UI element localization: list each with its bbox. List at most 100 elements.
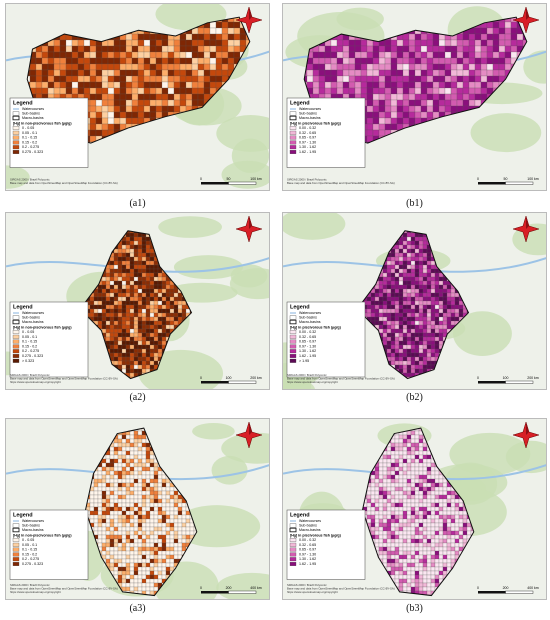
sub-basin [439,10,445,16]
sub-basin [391,4,397,10]
vegetation [523,50,546,84]
sub-basin [117,248,123,254]
sub-basin [161,123,169,131]
sub-basin [107,51,115,59]
sub-basin [283,64,289,70]
sub-basin [258,22,264,28]
sub-basin [245,69,250,77]
sub-basin [10,241,14,245]
sub-basin [38,273,42,277]
sub-basin [42,249,46,253]
sub-basin [238,217,242,221]
sub-basin [132,172,138,178]
legend-title: Legend [290,100,310,106]
sub-basin [234,301,238,305]
sub-basin [131,69,139,77]
sub-basin [215,33,223,41]
sub-basin [541,112,546,118]
sub-basin [462,39,470,47]
sub-basin [192,148,198,154]
sub-basin [397,154,403,160]
sub-basin [396,93,404,101]
sub-basin [258,4,264,10]
sub-basin [173,244,179,250]
sub-basin [209,45,217,53]
sub-basin [191,141,199,144]
sub-basin [396,57,404,65]
sub-basin [252,4,258,10]
sub-basin [101,21,109,29]
legend-class: 1.30 - 1.62 [299,145,316,149]
sub-basin [93,232,99,238]
sub-basin [254,321,258,325]
sub-basin [409,10,415,16]
legend-layer: Watercourses [299,107,321,111]
sub-basin [242,321,246,325]
sub-basin [97,288,103,294]
sub-basin [283,34,289,40]
sub-basin [221,21,229,29]
sub-basin [107,93,115,101]
sub-basin [402,135,410,143]
sub-basin [97,244,103,250]
sub-basin [129,280,135,286]
sub-basin [105,248,111,254]
sub-basin [62,281,66,285]
sub-basin [27,39,31,47]
sub-basin [191,93,199,101]
sub-basin [89,129,97,137]
sub-basin [289,70,295,76]
sub-basin [226,225,230,229]
sub-basin [492,69,500,77]
sub-basin [337,4,343,10]
sub-basin [101,248,107,254]
sub-basin [82,225,86,229]
sub-basin [141,260,147,266]
sub-basin [46,257,50,261]
sub-basin [426,129,434,137]
sub-basin [414,33,422,41]
sub-basin [262,229,266,233]
sub-basin [198,241,202,245]
sub-basin [62,225,66,229]
sub-basin [145,264,151,270]
sub-basin [242,325,246,329]
sub-basin [266,233,269,237]
sub-basin [266,253,269,257]
sub-basin [408,141,416,144]
sub-basin [14,229,18,233]
sub-basin [129,260,135,266]
sub-basin [522,105,527,113]
sub-basin [121,264,127,270]
sub-basin [95,93,103,101]
sub-basin [462,123,470,131]
sub-basin [119,81,127,89]
sub-basin [65,75,73,83]
sub-basin [456,51,464,59]
sub-basin [149,129,157,137]
sub-basin [191,33,199,41]
sub-basin [169,296,175,302]
sub-basin [210,166,216,172]
sub-basin [462,99,470,107]
sub-basin [179,87,187,95]
sub-basin [6,301,10,305]
sub-basin [46,233,50,237]
sub-basin [226,329,230,333]
sub-basin [26,297,30,301]
sub-basin [144,160,150,166]
sub-basin [258,321,262,325]
sub-basin [432,57,440,65]
sub-basin [218,213,222,217]
sub-basin [167,105,175,113]
sub-basin [209,33,217,41]
sub-basin [30,4,36,10]
sub-basin [107,17,115,23]
sub-basin [517,184,523,190]
sub-basin [12,40,18,46]
sub-basin [191,69,199,77]
sub-basin [173,99,181,107]
sub-basin [486,57,494,65]
sub-basin [384,81,392,89]
sub-basin [114,148,120,154]
